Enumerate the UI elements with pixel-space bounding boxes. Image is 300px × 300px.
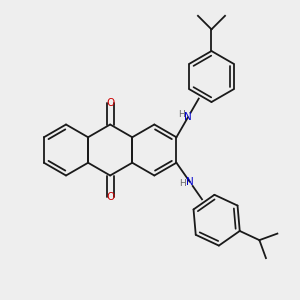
Text: H: H [178,110,185,119]
Text: O: O [106,192,114,202]
Text: H: H [180,179,186,188]
Text: N: N [186,176,194,187]
Text: O: O [106,98,114,108]
Text: N: N [184,112,192,122]
